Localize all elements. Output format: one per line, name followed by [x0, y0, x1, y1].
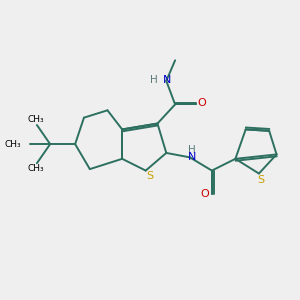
Text: CH₃: CH₃ [27, 164, 44, 173]
Text: N: N [188, 152, 196, 162]
Text: H: H [150, 75, 158, 85]
Text: O: O [197, 98, 206, 108]
Text: N: N [163, 75, 171, 85]
Text: CH₃: CH₃ [4, 140, 21, 148]
Text: CH₃: CH₃ [27, 115, 44, 124]
Text: S: S [257, 175, 264, 185]
Text: H: H [188, 145, 196, 155]
Text: O: O [200, 189, 209, 199]
Text: S: S [147, 171, 154, 181]
